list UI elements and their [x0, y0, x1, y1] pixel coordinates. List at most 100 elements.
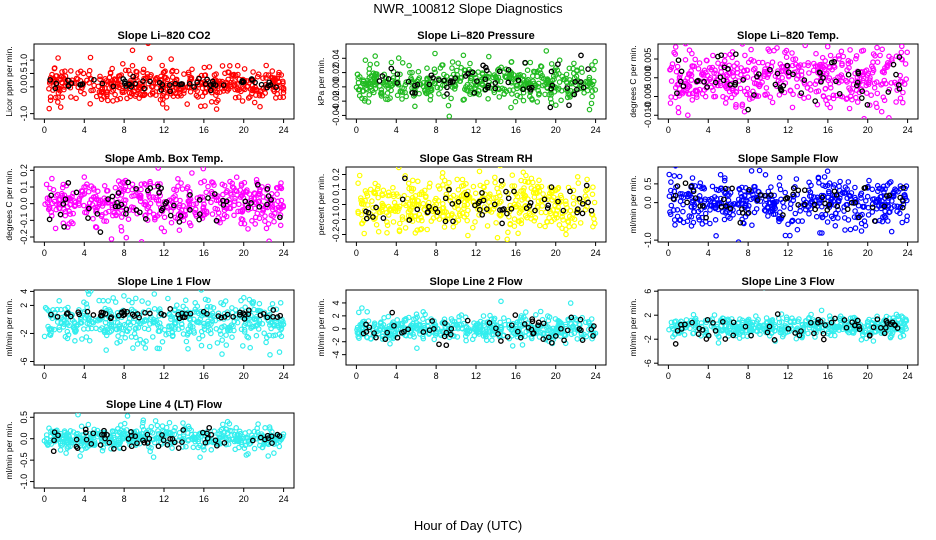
x-axis: 0 4 8 12 16 20 24 [666, 119, 913, 135]
data-point [539, 203, 546, 209]
data-point [65, 331, 72, 338]
panel-5: Slope Gas Stream RH0 4 8 12 16 20 24-0.2-0.10.… [316, 153, 607, 258]
y-tick-label: -2 [331, 338, 341, 346]
data-point [202, 89, 209, 96]
data-point [171, 314, 178, 321]
data-point [778, 327, 784, 334]
data-point [703, 57, 710, 64]
data-point [420, 83, 427, 90]
reference-point [564, 327, 571, 334]
x-tick-label: 24 [279, 248, 289, 258]
data-point [792, 56, 799, 62]
y-tick-label: -0.5 [19, 452, 29, 468]
data-point [256, 320, 262, 327]
data-point [521, 195, 528, 201]
x-tick-label: 8 [122, 371, 127, 381]
data-point [706, 202, 713, 209]
data-point [452, 83, 459, 89]
data-point [762, 172, 769, 178]
data-point [761, 68, 768, 75]
data-point [58, 306, 64, 313]
data-point [227, 324, 233, 331]
data-point [424, 65, 430, 72]
reference-point [394, 80, 401, 86]
data-point [544, 76, 551, 82]
reference-point [196, 211, 203, 217]
data-point [173, 320, 179, 326]
data-point [835, 53, 842, 59]
y-tick-label: 4 [331, 300, 341, 305]
reference-point [426, 203, 432, 210]
data-point [497, 319, 504, 326]
figure-x-axis-label: Hour of Day (UTC) [414, 518, 522, 533]
data-point [560, 217, 566, 223]
data-point [241, 322, 248, 329]
data-point [253, 92, 259, 98]
reference-point [142, 216, 149, 222]
data-point [748, 46, 754, 53]
reference-point [238, 79, 245, 85]
reference-point [699, 202, 706, 209]
reference-point [762, 192, 768, 199]
data-point [117, 95, 124, 102]
reference-point [545, 202, 552, 209]
data-point [564, 88, 571, 94]
data-point [199, 93, 206, 100]
reference-point [495, 331, 501, 337]
data-point [556, 79, 563, 85]
data-point [546, 215, 552, 221]
data-point [129, 181, 136, 188]
data-point [798, 68, 805, 75]
reference-point [483, 206, 490, 212]
data-point [159, 62, 166, 69]
data-point [129, 47, 136, 54]
data-point [104, 93, 110, 99]
data-point [765, 213, 771, 219]
data-point [733, 101, 739, 108]
reference-point [405, 326, 411, 333]
data-point [849, 329, 856, 336]
reference-point [552, 333, 559, 339]
data-point [477, 329, 484, 335]
reference-point [795, 202, 802, 208]
data-point [236, 201, 242, 208]
data-point [687, 134, 691, 138]
data-point [460, 182, 467, 189]
data-point [455, 187, 462, 193]
data-point [536, 177, 542, 184]
data-point [847, 93, 854, 100]
data-point [552, 212, 559, 218]
data-point [833, 210, 839, 217]
reference-point [571, 91, 578, 98]
reference-point [548, 339, 555, 346]
data-point [845, 217, 852, 223]
reference-point [264, 84, 270, 91]
data-point [232, 94, 239, 101]
data-point [676, 173, 683, 180]
reference-point [444, 84, 450, 91]
data-point [81, 184, 87, 190]
reference-point [774, 70, 781, 77]
data-point [465, 207, 471, 214]
data-point [445, 212, 452, 219]
data-point [419, 217, 425, 224]
reference-point [812, 206, 819, 213]
reference-point [561, 337, 567, 344]
data-point [469, 336, 476, 343]
data-point [677, 191, 684, 197]
data-point [387, 206, 394, 212]
data-point [221, 310, 228, 317]
reference-point [213, 217, 220, 224]
data-point [277, 222, 284, 229]
reference-point [767, 66, 773, 73]
data-point [788, 218, 795, 225]
data-point [113, 211, 119, 218]
data-point [273, 306, 280, 313]
reference-point [790, 71, 796, 78]
reference-point [578, 52, 584, 59]
reference-point [73, 189, 80, 196]
x-tick-label: 12 [159, 125, 169, 135]
data-point [180, 303, 187, 310]
data-point [94, 204, 101, 211]
